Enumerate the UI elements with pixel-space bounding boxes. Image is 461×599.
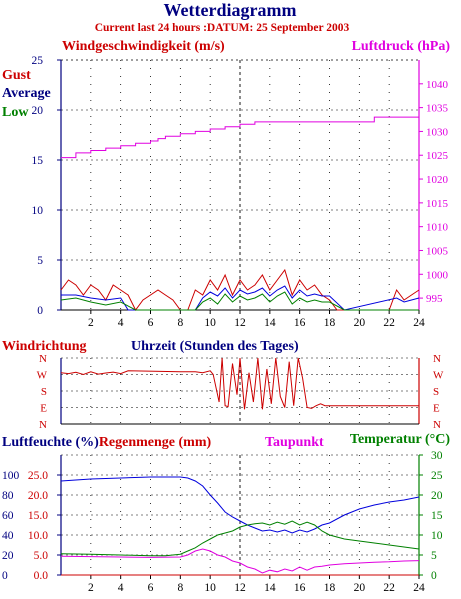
humidity-ytick-label: 0 [2,570,8,582]
wind-ytick-label: 25 [32,55,44,67]
rain-ytick-label: 0.0 [34,570,49,582]
series-gust [60,268,420,311]
page-title: Wetterdiagramm [164,0,297,20]
wind-ytick-label: 15 [32,155,44,167]
pressure-ytick-label: 1035 [426,103,449,115]
climate-xtick-label: 6 [148,582,154,594]
direction-ytick-label: N [39,419,47,431]
direction-ytick-label-right: N [433,353,441,365]
wind-ytick-label: 5 [37,255,43,267]
climate-xtick-label: 14 [264,582,276,594]
climate-xtick-label: 12 [234,582,246,594]
rain-ytick-label: 20.0 [28,490,48,502]
pressure-ytick-label: 1000 [426,269,449,281]
pressure-title: Luftdruck (hPa) [352,39,451,54]
wind-xtick-label: 24 [413,317,425,329]
pressure-ytick-label: 1030 [426,126,449,138]
legend-temperature: Temperatur (°C) [350,432,450,447]
time-axis-label: Uhrzeit (Stunden des Tages) [131,339,299,354]
direction-ytick-label: E [40,403,47,415]
wind-xtick-label: 14 [264,317,276,329]
humidity-ytick-label: 100 [2,470,20,482]
wind-xtick-label: 2 [88,317,94,329]
direction-ytick-label: S [41,386,47,398]
climate-xtick-label: 2 [88,582,94,594]
direction-ytick-label-right: W [433,370,444,382]
direction-ytick-label-right: N [433,419,441,431]
climate-xtick-label: 4 [118,582,124,594]
wind-ytick-label: 0 [37,305,43,317]
rain-ytick-label: 25.0 [28,470,48,482]
climate-xtick-label: 20 [354,582,366,594]
series-taupunkt [60,548,420,574]
legend-gust: Gust [2,68,31,83]
pressure-ytick-label: 1005 [426,245,449,257]
pressure-ytick-label: 1010 [426,222,449,234]
pressure-ytick-label: 995 [426,293,443,305]
series-average [61,285,420,311]
temp-ytick-label: 0 [431,570,437,582]
direction-ytick-label-right: S [433,386,439,398]
rain-ytick-label: 10.0 [28,530,48,542]
climate-xtick-label: 22 [383,582,395,594]
series-low [60,291,419,311]
climate-xtick-label: 16 [294,582,306,594]
direction-ytick-label: W [37,370,48,382]
series-temperatur [60,520,420,557]
temp-ytick-label: 20 [431,490,443,502]
page-subtitle: Current last 24 hours :DATUM: 25 Septemb… [95,22,350,34]
series-luftdruck [61,116,419,159]
wind-xtick-label: 20 [354,317,366,329]
legend-rain: Regenmenge (mm) [99,435,212,450]
pressure-ytick-label: 1040 [426,79,449,91]
wind-ytick-label: 10 [32,205,44,217]
climate-xtick-label: 10 [204,582,216,594]
legend-dewpoint: Taupunkt [265,435,324,450]
wind-xtick-label: 18 [324,317,336,329]
humidity-ytick-label: 20 [2,550,14,562]
temp-ytick-label: 15 [431,510,443,522]
legend-low: Low [2,105,29,120]
direction-ytick-label: N [39,353,47,365]
wind-xtick-label: 22 [383,317,395,329]
rain-ytick-label: 15.0 [28,510,48,522]
humidity-ytick-label: 60 [2,510,14,522]
wind-xtick-label: 6 [148,317,154,329]
humidity-ytick-label: 40 [2,530,14,542]
temp-ytick-label: 10 [431,530,443,542]
wind-direction-title: Windrichtung [2,339,87,354]
legend-average: Average [2,86,51,101]
wind-xtick-label: 12 [234,317,246,329]
wind-ytick-label: 20 [32,105,44,117]
series-luftfeuchte [60,476,420,534]
series-windrichtung [60,357,419,410]
temp-ytick-label: 5 [431,550,437,562]
humidity-ytick-label: 80 [2,490,14,502]
temp-ytick-label: 25 [431,470,443,482]
climate-xtick-label: 24 [413,582,425,594]
rain-ytick-label: 5.0 [34,550,49,562]
wind-xtick-label: 10 [204,317,216,329]
climate-xtick-label: 18 [324,582,336,594]
pressure-ytick-label: 1015 [426,198,449,210]
wind-xtick-label: 4 [118,317,124,329]
wind-xtick-label: 8 [177,317,183,329]
climate-xtick-label: 8 [177,582,183,594]
direction-ytick-label-right: E [433,403,440,415]
pressure-ytick-label: 1025 [426,150,449,162]
temp-ytick-label: 30 [431,450,443,462]
wind-speed-title: Windgeschwindigkeit (m/s) [62,39,225,54]
legend-humidity: Luftfeuchte (%) [2,435,99,450]
pressure-ytick-label: 1020 [426,174,449,186]
wind-xtick-label: 16 [294,317,306,329]
